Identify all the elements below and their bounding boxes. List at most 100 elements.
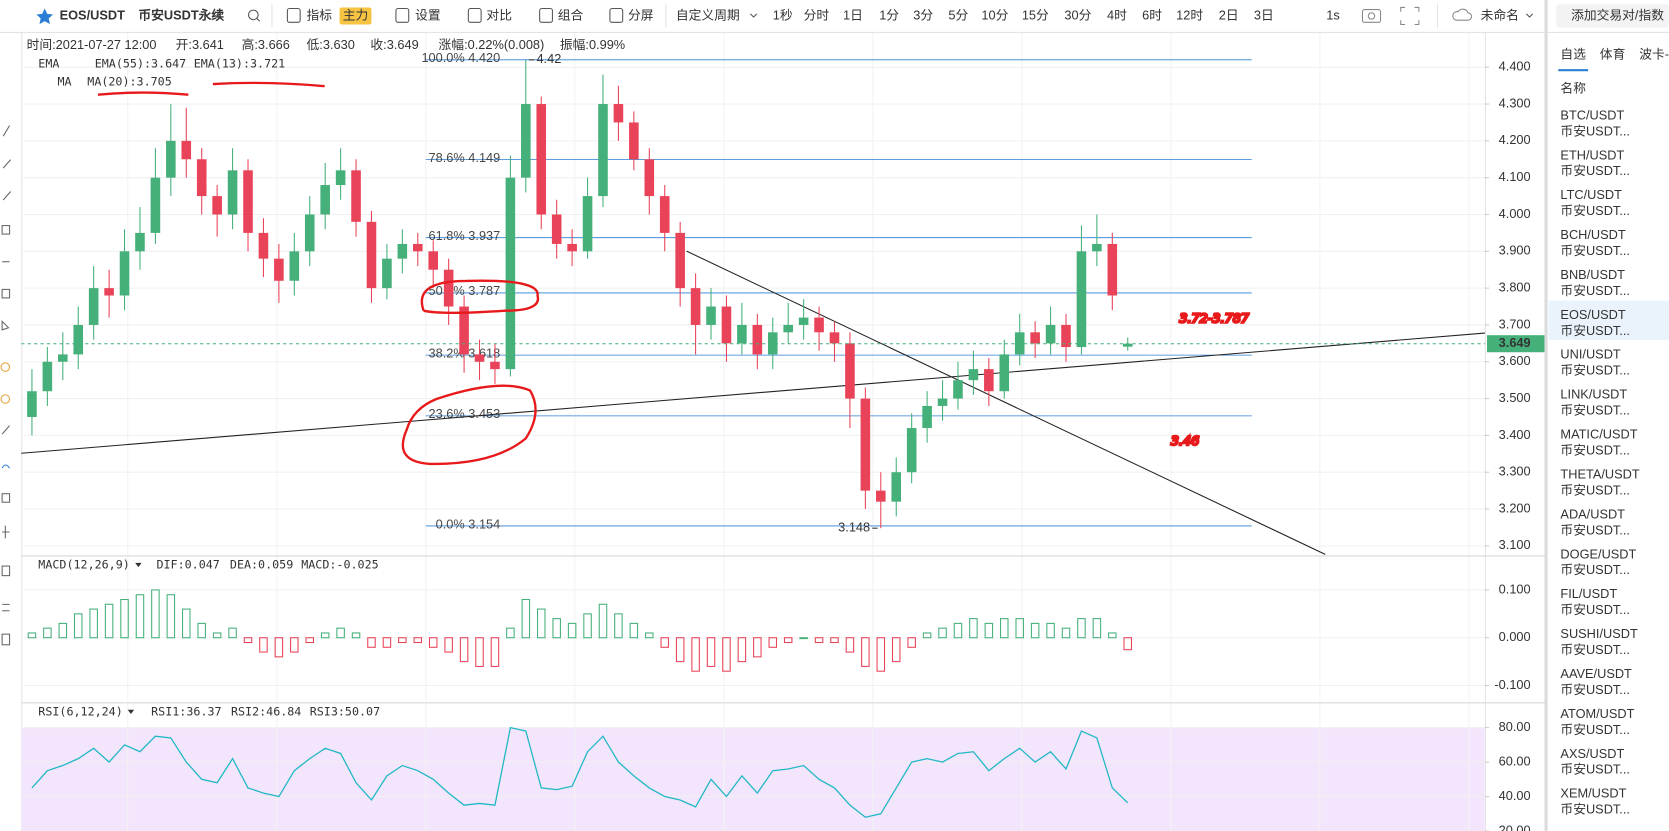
candle-body <box>366 221 377 289</box>
pair-symbol[interactable]: SUSHI/USDT <box>1560 626 1638 641</box>
macd-bar <box>89 608 98 639</box>
pair-symbol[interactable]: AXS/USDT <box>1560 746 1624 761</box>
trend-line <box>21 332 1485 454</box>
indicator-label: MA(20):3.705 <box>87 74 171 88</box>
cloud-icon[interactable] <box>1452 8 1473 21</box>
candle-body <box>521 104 531 178</box>
macd-bar <box>799 637 808 640</box>
candle-body <box>1122 343 1133 347</box>
sidebar-tab[interactable]: 波卡- <box>1639 47 1669 62</box>
candle-body <box>104 288 114 296</box>
macd-bar <box>274 637 284 658</box>
layout-name[interactable]: 未命名 <box>1481 7 1519 22</box>
pair-symbol[interactable]: ATOM/USDT <box>1560 706 1634 721</box>
period[interactable]: 6时 <box>1142 7 1162 22</box>
badge-bg <box>339 7 372 25</box>
macd-bar <box>398 637 407 644</box>
candle-body <box>227 170 238 215</box>
trend-line <box>686 250 1326 555</box>
candle-body <box>567 243 577 252</box>
favorite-star[interactable] <box>36 8 54 25</box>
pair-symbol[interactable]: LTC/USDT <box>1560 187 1622 202</box>
search-box[interactable] <box>1556 4 1669 28</box>
symbol[interactable]: EOS/USDT <box>60 7 125 22</box>
pair-symbol[interactable]: BCH/USDT <box>1560 227 1625 242</box>
toolbar-button[interactable]: 分屏 <box>628 7 654 22</box>
fib-label: 61.8% 3.937 <box>429 228 501 243</box>
macd-bar <box>583 613 592 639</box>
split-icon <box>609 7 624 23</box>
candle-body <box>860 398 871 491</box>
period[interactable]: 10分 <box>981 7 1008 22</box>
period[interactable]: 分时 <box>804 7 830 22</box>
pair-market: 币安USDT... <box>1560 163 1630 178</box>
pair-symbol[interactable]: AAVE/USDT <box>1560 666 1632 681</box>
pair-symbol[interactable]: FIL/USDT <box>1560 586 1617 601</box>
macd-bar <box>629 622 639 639</box>
pair-symbol[interactable]: MATIC/USDT <box>1560 427 1637 442</box>
y-tick-label: 0.100 <box>1499 581 1531 596</box>
pair-market: 币安USDT... <box>1560 363 1630 378</box>
pair-market: 币安USDT... <box>1560 283 1630 298</box>
period[interactable]: 4时 <box>1107 7 1127 22</box>
sidebar-bg <box>1545 32 1669 831</box>
interval[interactable]: 1s <box>1326 7 1339 22</box>
pair-symbol[interactable]: BNB/USDT <box>1560 267 1625 282</box>
period[interactable]: 5分 <box>948 7 968 22</box>
macd-bar <box>737 637 747 663</box>
macd-bar <box>768 637 778 648</box>
toolbar-button[interactable]: 对比 <box>486 7 512 22</box>
pair-symbol[interactable]: THETA/USDT <box>1560 466 1639 481</box>
camera-icon[interactable] <box>1361 9 1382 23</box>
macd-bar <box>1000 618 1009 639</box>
sidebar-tab[interactable]: 体育 <box>1600 47 1626 62</box>
fullscreen-icon[interactable] <box>1400 6 1420 26</box>
pair-symbol[interactable]: UNI/USDT <box>1560 347 1620 362</box>
drawing-tools[interactable] <box>0 125 12 646</box>
pair-market: 币安USDT... <box>1560 243 1630 258</box>
search-icon[interactable] <box>248 9 259 21</box>
toolbar-button[interactable]: 组合 <box>558 7 584 22</box>
candle-body <box>335 170 346 186</box>
pair-symbol[interactable]: LINK/USDT <box>1560 387 1627 402</box>
ohlc-info: 时间:2021-07-27 12:00 <box>27 37 157 52</box>
fib-label: 100.0% 4.420 <box>421 50 500 65</box>
period[interactable]: 1分 <box>879 7 899 22</box>
low-marker: 3.148 <box>838 520 870 535</box>
pair-symbol[interactable]: ETH/USDT <box>1560 147 1624 162</box>
pair-symbol[interactable]: EOS/USDT <box>1560 307 1625 322</box>
macd-bar <box>151 589 160 639</box>
badge[interactable]: 主力 <box>343 7 369 22</box>
toolbar-button[interactable]: 指标 <box>307 7 333 22</box>
period[interactable]: 15分 <box>1022 7 1049 22</box>
dropdown-arrow <box>135 562 142 568</box>
candle-body <box>814 317 824 333</box>
period[interactable]: 3日 <box>1254 7 1274 22</box>
pair-symbol[interactable]: XEM/USDT <box>1560 786 1626 801</box>
dropdown-arrow <box>127 709 135 714</box>
sidebar-header: 名称 <box>1560 81 1586 96</box>
sidebar-tab[interactable]: 自选 <box>1560 47 1586 62</box>
pair-symbol[interactable]: DOGE/USDT <box>1560 546 1636 561</box>
candle-body <box>752 324 763 355</box>
toolbar-button[interactable]: 自定义周期 <box>676 7 740 22</box>
toolbar-button[interactable]: 设置 <box>415 7 441 22</box>
pair-symbol[interactable]: BTC/USDT <box>1560 107 1624 122</box>
macd-bar <box>1077 618 1086 639</box>
candle-body <box>551 214 562 244</box>
period[interactable]: 1秒 <box>773 7 793 22</box>
period[interactable]: 12时 <box>1176 7 1203 22</box>
fib-label: 78.6% 4.149 <box>429 150 501 165</box>
candle-body <box>1045 324 1056 344</box>
period[interactable]: 30分 <box>1064 7 1091 22</box>
macd-bar <box>598 603 608 639</box>
period[interactable]: 2日 <box>1219 7 1239 22</box>
period[interactable]: 1日 <box>843 7 863 22</box>
candle-body <box>1107 243 1118 296</box>
pair-symbol[interactable]: ADA/USDT <box>1560 506 1625 521</box>
candle-body <box>829 332 840 344</box>
macd-bar <box>1046 622 1055 639</box>
candle-body <box>428 251 439 270</box>
period[interactable]: 3分 <box>913 7 933 22</box>
